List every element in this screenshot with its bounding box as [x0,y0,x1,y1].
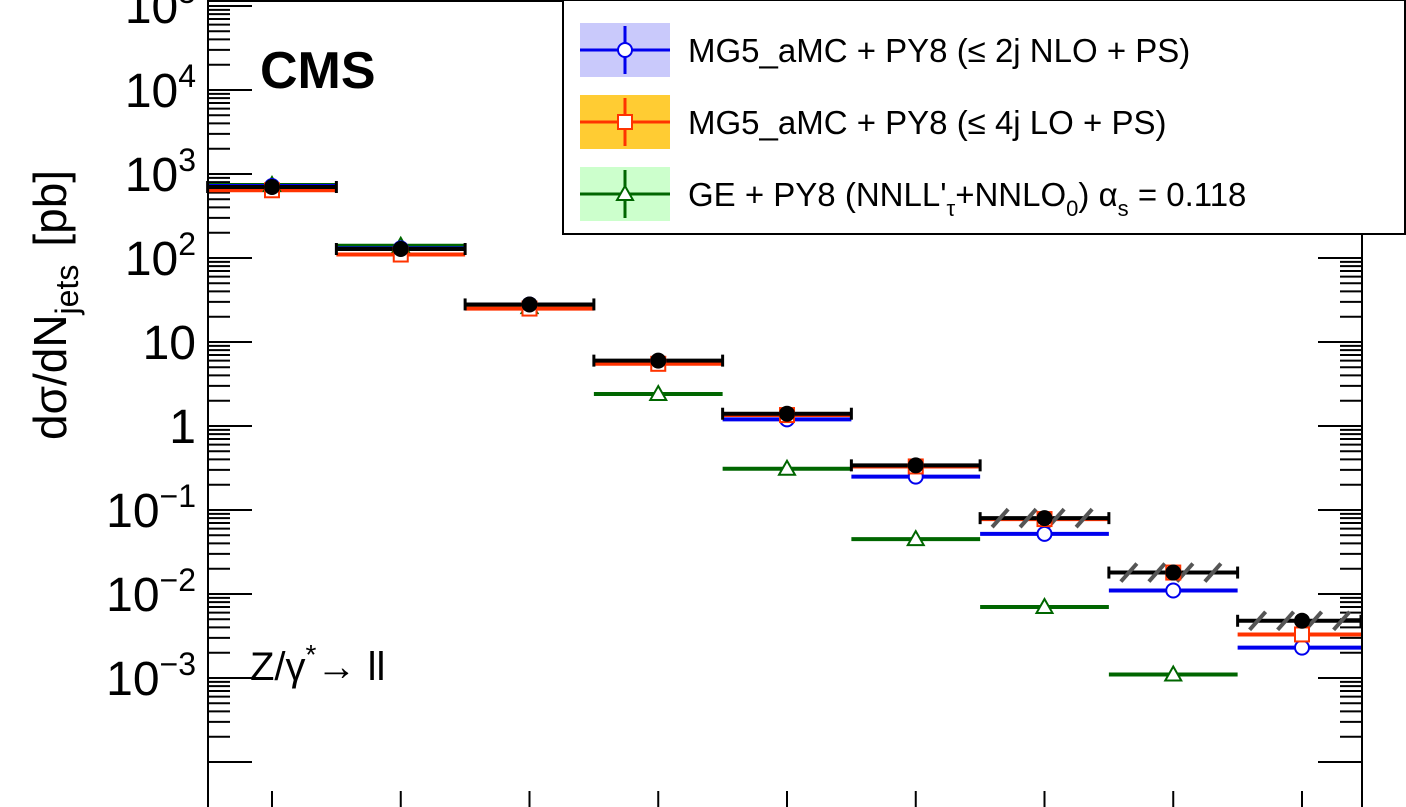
data-uncertainty-hatch [1203,562,1223,583]
data-uncertainty-hatch [1332,610,1352,632]
data-marker [1165,564,1182,581]
data-marker [1036,510,1053,527]
y-tick-label: 10−3 [106,646,196,706]
y-tick-label: 10−1 [106,478,196,538]
ge-marker [777,458,797,476]
lo-legend-marker [617,114,633,130]
process-label: Z/γ*→ ll [250,639,385,689]
data-uncertainty-hatch [1074,507,1094,529]
data-marker [650,352,667,369]
data-uncertainty-hatch [1248,610,1268,632]
data-uncertainty-hatch [1147,562,1167,583]
ge-marker [1163,664,1183,682]
nlo-legend-label: MG5_aMC + PY8 (≤ 2j NLO + PS) [688,32,1190,69]
ge-legend-marker [615,183,635,201]
ge-marker [648,384,668,402]
y-tick-label: 1 [169,401,196,454]
data-uncertainty-hatch [1119,562,1139,583]
data-marker [264,179,280,196]
data-marker [779,405,795,422]
y-tick-label: 102 [125,226,196,286]
experiment-label: CMS [260,42,376,100]
data-marker [392,240,409,257]
y-tick-label: 10 [143,317,196,370]
lo-legend-label: MG5_aMC + PY8 (≤ 4j LO + PS) [688,104,1166,141]
nlo-marker [1294,639,1310,656]
y-tick-label: 103 [125,142,196,202]
ge-marker [906,529,926,547]
ge-marker [1034,596,1055,615]
y-axis-label: dσ/dNjets[pb] [24,170,85,440]
y-tick-label: 10−2 [106,562,196,622]
lo-marker [1294,626,1310,643]
data-uncertainty-hatch [1018,507,1038,529]
ge-legend-label: GE + PY8 (NNLL'τ+NNLO0) αs = 0.118 [688,176,1246,221]
data-marker [521,296,538,313]
y-tick-label: 104 [125,58,196,118]
nlo-marker [1165,582,1182,599]
legend-box [562,0,1406,235]
nlo-marker [1036,525,1053,542]
data-marker [907,457,924,474]
data-marker [1294,612,1310,629]
nlo-legend-marker [617,42,633,58]
y-tick-label: 105 [125,0,196,34]
data-uncertainty-hatch [990,507,1010,529]
data-uncertainty-hatch [1276,610,1296,632]
